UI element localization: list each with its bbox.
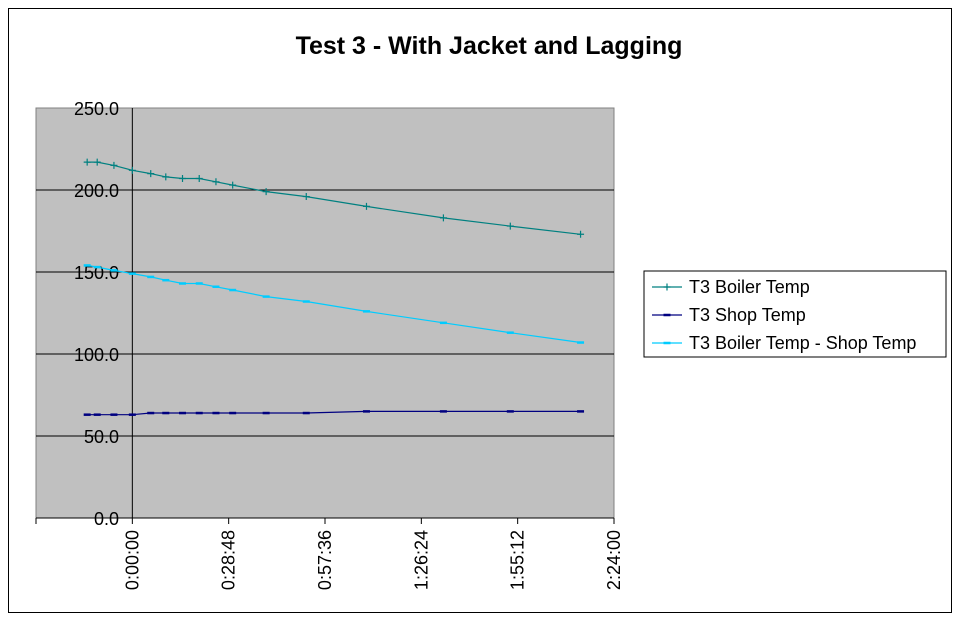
data-point [128, 166, 136, 174]
data-point [162, 173, 170, 181]
plot-area [35, 107, 615, 519]
x-tick-label: 2:24:00 [604, 530, 624, 590]
legend-label: T3 Boiler Temp - Shop Temp [689, 333, 916, 353]
data-point [506, 222, 514, 230]
series-lines [83, 158, 585, 416]
series-line [87, 410, 581, 416]
x-tick-label: 0:28:48 [219, 530, 239, 590]
y-tick-label: 250.0 [74, 99, 119, 119]
x-tick-label: 0:57:36 [315, 530, 335, 590]
x-tick-label: 1:55:12 [508, 530, 528, 590]
chart-frame: Test 3 - With Jacket and Lagging 0.0 50.0… [8, 8, 952, 613]
legend-marker [663, 283, 671, 291]
x-tick-label: 1:26:24 [411, 530, 431, 590]
y-tick-label: 150.0 [74, 263, 119, 283]
data-point [110, 161, 118, 169]
y-tick-label: 0.0 [94, 509, 119, 529]
series-line [87, 264, 581, 344]
x-tick-label: 0:00:00 [122, 530, 142, 590]
series-0 [83, 158, 585, 238]
y-tick-label: 200.0 [74, 181, 119, 201]
data-point [577, 230, 585, 238]
data-point [262, 188, 270, 196]
series-2 [83, 264, 585, 344]
data-point [302, 193, 310, 201]
legend-label: T3 Boiler Temp [689, 277, 810, 297]
series-1 [83, 410, 585, 416]
y-axis-ticks: 0.0 50.0 100.0 150.0 200.0 250.0 [74, 99, 119, 529]
data-point [212, 178, 220, 186]
data-point [439, 214, 447, 222]
chart-title: Test 3 - With Jacket and Lagging [296, 32, 683, 60]
data-point [147, 170, 155, 178]
data-point [229, 181, 237, 189]
data-point [83, 158, 91, 166]
x-axis-ticks: 0:00:00 0:28:48 0:57:36 1:26:24 1:55:12 2:24:… [122, 518, 624, 590]
data-point [362, 202, 370, 210]
legend-label: T3 Shop Temp [689, 305, 806, 325]
series-line [87, 161, 581, 235]
data-point [93, 158, 101, 166]
y-tick-label: 100.0 [74, 345, 119, 365]
legend-box [643, 270, 947, 358]
legend: T3 Boiler Temp T3 Shop Temp T3 Boiler Temp… [643, 270, 947, 358]
data-point [179, 175, 187, 183]
y-tick-label: 50.0 [84, 427, 119, 447]
data-point [195, 175, 203, 183]
chart: Test 3 - With Jacket and Lagging 0.0 50.0… [35, 32, 947, 590]
